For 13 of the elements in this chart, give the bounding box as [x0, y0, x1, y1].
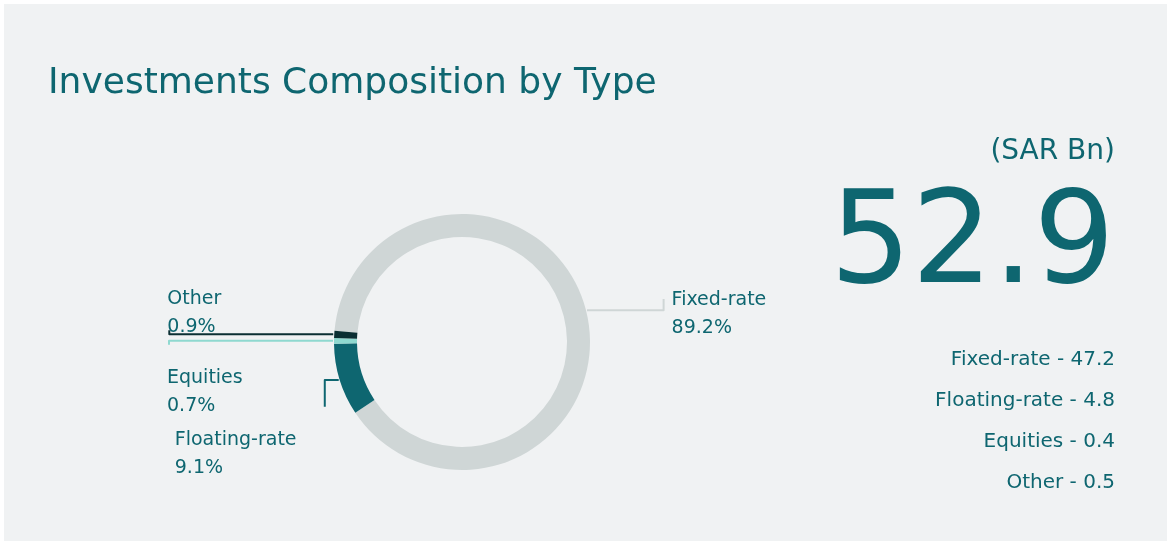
text: Equities - 0.4 [982, 427, 1115, 454]
chart-title: Investments Composition by Type [48, 60, 657, 101]
data-label: 9.1% [174, 454, 224, 477]
data-label: 89.2% [671, 314, 732, 337]
text: Floating-rate - 4.8 [934, 386, 1115, 413]
slice-label: Fixed-rate [671, 286, 767, 309]
data-label: 0.7% [167, 392, 216, 415]
slice-label: Equities [167, 364, 243, 387]
text: Fixed-rate - 47.2 [949, 345, 1115, 372]
slice-label: Other [167, 286, 222, 309]
data-label: 0.9% [167, 314, 216, 337]
text: Other - 0.5 [1005, 468, 1115, 495]
slice-label: Floating-rate [174, 426, 297, 449]
